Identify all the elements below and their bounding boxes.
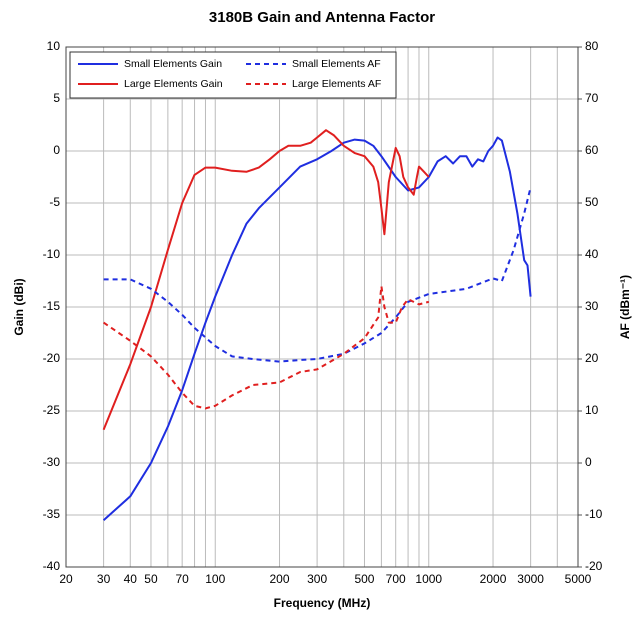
y-tick-label: -25 bbox=[43, 403, 61, 417]
x-tick-label: 700 bbox=[386, 572, 406, 586]
x-tick-label: 500 bbox=[354, 572, 374, 586]
chart-title: 3180B Gain and Antenna Factor bbox=[209, 9, 435, 26]
y-tick-label: -15 bbox=[43, 299, 61, 313]
y-tick-label: 5 bbox=[53, 91, 60, 105]
y-axis-label: Gain (dBi) bbox=[12, 278, 26, 335]
x-tick-label: 3000 bbox=[517, 572, 544, 586]
y2-tick-label: 50 bbox=[585, 195, 599, 209]
x-tick-label: 30 bbox=[97, 572, 111, 586]
y-tick-label: 0 bbox=[53, 143, 60, 157]
x-tick-label: 1000 bbox=[415, 572, 442, 586]
x-tick-label: 200 bbox=[270, 572, 290, 586]
y2-tick-label: 80 bbox=[585, 39, 599, 53]
y2-tick-label: 30 bbox=[585, 299, 599, 313]
y2-tick-label: 10 bbox=[585, 403, 599, 417]
legend-label: Small Elements AF bbox=[292, 58, 381, 70]
series-line bbox=[102, 136, 532, 521]
y2-tick-label: 40 bbox=[585, 247, 599, 261]
y2-tick-label: 20 bbox=[585, 351, 599, 365]
y2-tick-label: -10 bbox=[585, 507, 603, 521]
y2-tick-label: 70 bbox=[585, 91, 599, 105]
series-line bbox=[102, 129, 430, 431]
y-tick-label: 10 bbox=[47, 39, 61, 53]
series-line bbox=[103, 285, 430, 410]
x-tick-label: 20 bbox=[59, 572, 73, 586]
x-tick-label: 100 bbox=[205, 572, 225, 586]
legend-label: Small Elements Gain bbox=[124, 58, 222, 70]
x-tick-label: 50 bbox=[144, 572, 158, 586]
y2-tick-label: -20 bbox=[585, 559, 603, 573]
series-line bbox=[103, 187, 532, 363]
legend-label: Large Elements Gain bbox=[124, 78, 223, 90]
y2-tick-label: 60 bbox=[585, 143, 599, 157]
y-tick-label: -10 bbox=[43, 247, 61, 261]
legend-label: Large Elements AF bbox=[292, 78, 381, 90]
y-tick-label: -35 bbox=[43, 507, 61, 521]
x-axis-label: Frequency (MHz) bbox=[274, 596, 371, 610]
x-tick-label: 5000 bbox=[565, 572, 592, 586]
y-tick-label: -20 bbox=[43, 351, 61, 365]
y-tick-label: -30 bbox=[43, 455, 61, 469]
x-tick-label: 70 bbox=[175, 572, 189, 586]
legend-box bbox=[69, 51, 397, 99]
plot-frame bbox=[65, 46, 579, 568]
y-tick-label: -40 bbox=[43, 559, 61, 573]
y2-tick-label: 0 bbox=[585, 455, 592, 469]
x-tick-label: 2000 bbox=[480, 572, 507, 586]
x-tick-label: 40 bbox=[124, 572, 138, 586]
x-tick-label: 300 bbox=[307, 572, 327, 586]
y-tick-label: -5 bbox=[49, 195, 60, 209]
y2-axis-label: AF (dBm⁻¹) bbox=[618, 275, 632, 339]
